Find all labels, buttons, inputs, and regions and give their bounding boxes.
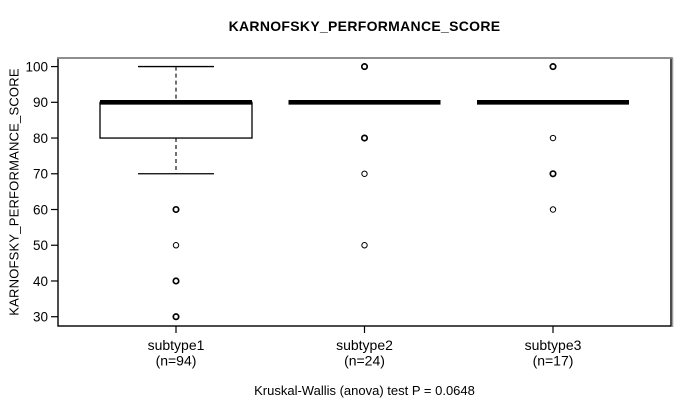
x-group-sublabel: (n=17)	[533, 353, 574, 369]
outlier-point	[172, 242, 180, 249]
outlier-point	[361, 170, 368, 177]
y-tick-label: 40	[33, 274, 48, 289]
plot-frame	[57, 57, 672, 327]
outlier-point	[549, 134, 557, 142]
outlier-point	[549, 206, 557, 213]
outlier-point	[172, 205, 180, 214]
x-group-label: subtype1	[148, 337, 205, 353]
y-tick-label: 70	[33, 167, 48, 182]
outlier-point	[549, 63, 557, 71]
x-group-label: subtype3	[525, 337, 582, 353]
outlier-point	[360, 134, 369, 142]
outlier-point	[549, 170, 557, 178]
iqr-box	[99, 101, 253, 139]
outlier-point	[360, 63, 369, 71]
x-group-sublabel: (n=94)	[156, 353, 197, 369]
y-tick-label: 100	[25, 59, 48, 74]
y-tick-label: 50	[33, 238, 48, 253]
y-tick-label: 60	[33, 202, 48, 217]
y-tick-label: 30	[33, 310, 48, 325]
outlier-point	[361, 242, 368, 249]
outlier-point	[172, 277, 180, 285]
x-group-sublabel: (n=24)	[344, 353, 385, 369]
stat-test-caption: Kruskal-Wallis (anova) test P = 0.0648	[254, 383, 475, 398]
outlier-point	[172, 313, 180, 321]
y-tick-label: 80	[33, 131, 48, 146]
chart-title: KARNOFSKY_PERFORMANCE_SCORE	[228, 18, 501, 34]
y-tick-label: 90	[33, 95, 48, 110]
x-group-label: subtype2	[336, 337, 393, 353]
